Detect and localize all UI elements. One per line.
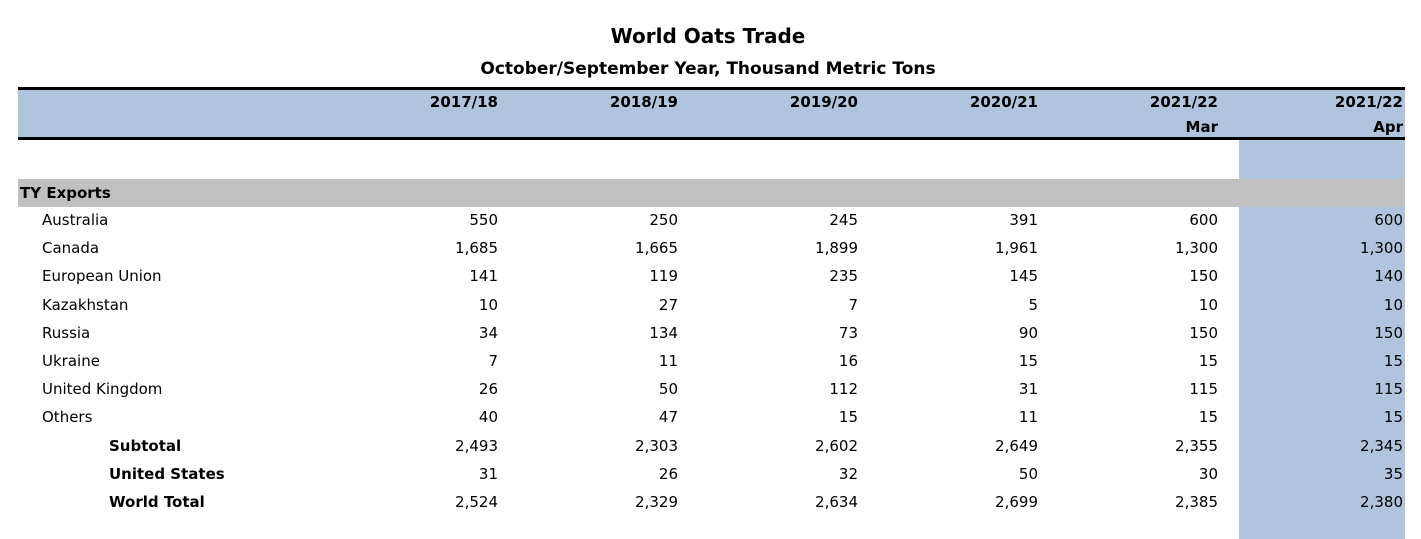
table-cell: 2,355 [1175, 436, 1218, 455]
table-cell: 15 [1383, 408, 1403, 427]
table-cell: 112 [829, 380, 858, 399]
table-cell: 115 [1374, 380, 1403, 399]
column-header-month: Mar [1185, 118, 1218, 136]
table-cell: 2,634 [815, 493, 858, 511]
table-cell: 1,300 [1360, 239, 1403, 258]
column-header-year: 2019/20 [789, 93, 858, 111]
table-cell: 34 [478, 323, 498, 342]
table-cell: 31 [478, 464, 498, 483]
table-cell: 15 [1198, 408, 1218, 427]
table-cell: 15 [1383, 352, 1403, 370]
table-cell: 15 [1198, 352, 1218, 370]
row-label: Subtotal [109, 436, 182, 455]
table-cell: 47 [658, 408, 678, 427]
table-cell: 600 [1189, 211, 1218, 229]
row-label: World Total [109, 493, 205, 511]
table-cell: 2,524 [455, 493, 498, 511]
table-cell: 35 [1383, 464, 1403, 483]
table-cell: 2,699 [995, 493, 1038, 511]
row-label: Australia [42, 211, 109, 229]
row-label: Canada [42, 239, 100, 258]
row-label: United Kingdom [42, 380, 163, 399]
table-cell: 150 [1374, 323, 1403, 342]
table-cell: 134 [649, 323, 678, 342]
table-cell: 1,685 [455, 239, 498, 258]
table-cell: 11 [1018, 408, 1038, 427]
table-cell: 32 [838, 464, 858, 483]
table-cell: 2,329 [635, 493, 678, 511]
table-cell: 119 [649, 267, 678, 286]
table-cell: 150 [1189, 267, 1218, 286]
table-title: World Oats Trade [610, 24, 806, 48]
table-cell: 26 [658, 464, 678, 483]
column-header-year: 2021/22 [1334, 93, 1403, 111]
table-cell: 2,303 [635, 436, 678, 455]
header-band [18, 87, 1405, 140]
table-cell: 10 [1198, 295, 1218, 314]
table-cell: 391 [1009, 211, 1038, 229]
table-cell: 1,961 [995, 239, 1038, 258]
column-header-year: 2020/21 [969, 93, 1038, 111]
table-cell: 40 [478, 408, 498, 427]
table-cell: 7 [488, 352, 498, 370]
column-header-year: 2018/19 [609, 93, 678, 111]
table-cell: 550 [469, 211, 498, 229]
table-cell: 10 [1383, 295, 1403, 314]
table-cell: 15 [838, 408, 858, 427]
table-cell: 2,602 [815, 436, 858, 455]
table-cell: 31 [1018, 380, 1038, 399]
table-cell: 2,380 [1360, 493, 1403, 511]
table-cell: 2,385 [1175, 493, 1218, 511]
column-header-month: Apr [1373, 118, 1403, 136]
table-cell: 11 [658, 352, 678, 370]
table-cell: 141 [469, 267, 498, 286]
table-cell: 2,649 [995, 436, 1038, 455]
table-subtitle: October/September Year, Thousand Metric … [480, 59, 936, 79]
table-cell: 235 [829, 267, 858, 286]
table-cell: 27 [658, 295, 678, 314]
row-label: United States [109, 464, 225, 483]
table-cell: 10 [478, 295, 498, 314]
table-cell: 26 [478, 380, 498, 399]
table-cell: 16 [838, 352, 858, 370]
table-cell: 2,493 [455, 436, 498, 455]
row-label: Russia [42, 323, 91, 342]
column-header-year: 2017/18 [429, 93, 498, 111]
row-label: Others [42, 408, 93, 427]
table-cell: 600 [1374, 211, 1403, 229]
table-cell: 245 [829, 211, 858, 229]
row-label: Kazakhstan [42, 295, 129, 314]
table-cell: 1,300 [1175, 239, 1218, 258]
table-cell: 50 [1018, 464, 1038, 483]
section-band [18, 179, 1405, 207]
table-cell: 150 [1189, 323, 1218, 342]
section-title: TY Exports [20, 184, 111, 202]
table-cell: 115 [1189, 380, 1218, 399]
table-cell: 1,899 [815, 239, 858, 258]
column-header-year: 2021/22 [1149, 93, 1218, 111]
table-cell: 90 [1018, 323, 1038, 342]
table-cell: 2,345 [1360, 436, 1403, 455]
table-cell: 7 [848, 295, 858, 314]
table-cell: 73 [838, 323, 858, 342]
table-cell: 5 [1028, 295, 1038, 314]
table-cell: 250 [649, 211, 678, 229]
table-cell: 1,665 [635, 239, 678, 258]
table-cell: 15 [1018, 352, 1038, 370]
table-cell: 30 [1198, 464, 1218, 483]
table-cell: 50 [658, 380, 678, 399]
row-label: European Union [42, 267, 162, 286]
row-label: Ukraine [42, 352, 100, 370]
table-cell: 145 [1009, 267, 1038, 286]
table-cell: 140 [1374, 267, 1403, 286]
